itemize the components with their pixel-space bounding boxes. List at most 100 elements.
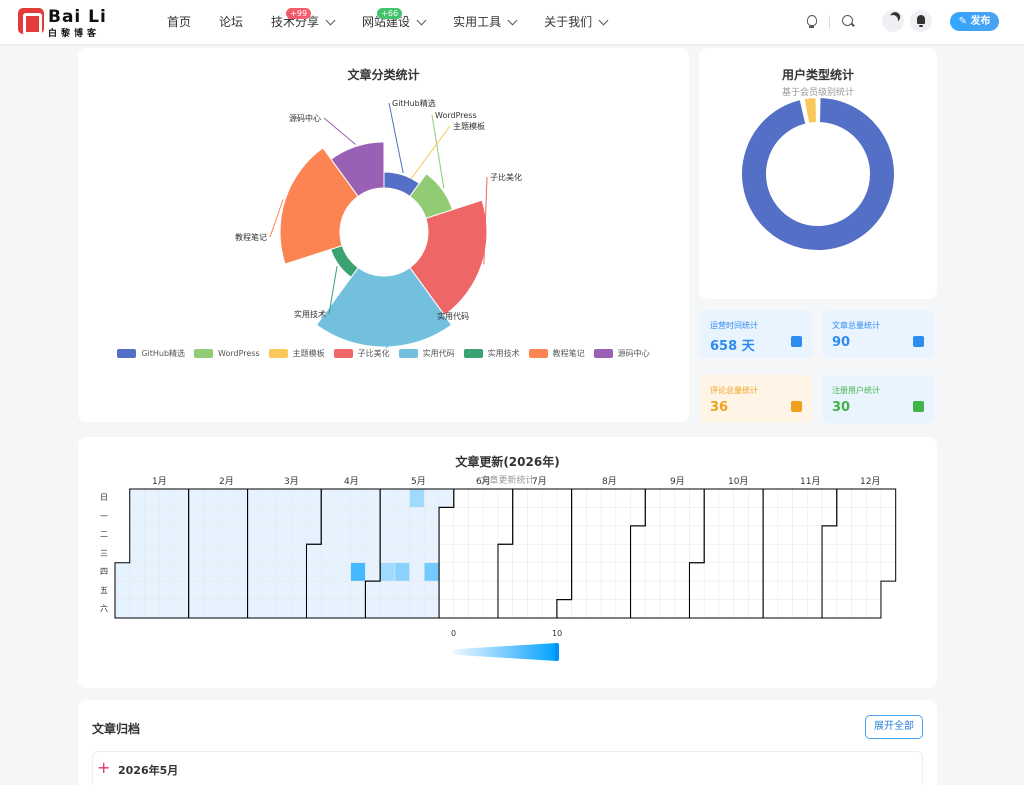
heatmap-cell[interactable] bbox=[777, 488, 793, 508]
nav-item-2[interactable]: 技术分享 +99 bbox=[264, 0, 341, 44]
heatmap-cell[interactable] bbox=[851, 507, 867, 527]
heatmap-cell[interactable] bbox=[424, 599, 440, 619]
heatmap-cell[interactable] bbox=[851, 580, 867, 600]
heatmap-cell[interactable] bbox=[497, 562, 513, 582]
heatmap-cell[interactable] bbox=[718, 599, 734, 619]
heatmap-cell[interactable] bbox=[777, 562, 793, 582]
heatmap-cell[interactable] bbox=[438, 488, 455, 508]
heatmap-cell[interactable] bbox=[129, 525, 145, 545]
heatmap-cell[interactable] bbox=[409, 544, 425, 563]
heatmap-cell[interactable] bbox=[762, 580, 779, 600]
heatmap-cell[interactable] bbox=[129, 544, 145, 563]
heatmap-cell[interactable] bbox=[247, 488, 263, 508]
heatmap-cell[interactable] bbox=[497, 488, 513, 508]
heatmap-cell[interactable] bbox=[144, 525, 160, 545]
legend-item[interactable]: WordPress bbox=[194, 348, 260, 359]
heatmap-cell[interactable] bbox=[836, 562, 852, 582]
heatmap-cell[interactable] bbox=[350, 562, 366, 582]
expand-all-button[interactable]: 展开全部 bbox=[865, 715, 923, 739]
heatmap-cell[interactable] bbox=[497, 525, 513, 545]
heatmap-cell[interactable] bbox=[630, 599, 646, 619]
heatmap-cell[interactable] bbox=[365, 525, 381, 545]
legend-item[interactable]: GitHub精选 bbox=[117, 348, 185, 359]
heatmap-cell[interactable] bbox=[158, 507, 175, 527]
heatmap-cell[interactable] bbox=[232, 544, 248, 563]
heatmap-cell[interactable] bbox=[807, 562, 823, 582]
rose-slice[interactable] bbox=[409, 199, 488, 317]
heatmap-cell[interactable] bbox=[600, 525, 617, 545]
heatmap-cell[interactable] bbox=[733, 488, 749, 508]
heatmap-cell[interactable] bbox=[703, 599, 720, 619]
heatmap-cell[interactable] bbox=[188, 525, 204, 545]
heatmap-cell[interactable] bbox=[350, 488, 366, 508]
heatmap-cell[interactable] bbox=[600, 599, 617, 619]
heatmap-cell[interactable] bbox=[659, 525, 675, 545]
nav-item-1[interactable]: 论坛 bbox=[212, 0, 250, 44]
heatmap-cell[interactable] bbox=[262, 562, 278, 582]
heatmap-cell[interactable] bbox=[468, 525, 484, 545]
heatmap-cell[interactable] bbox=[276, 562, 293, 582]
heatmap-cell[interactable] bbox=[483, 562, 499, 582]
heatmap-cell[interactable] bbox=[674, 507, 690, 527]
heatmap-cell[interactable] bbox=[865, 507, 882, 527]
search-icon[interactable] bbox=[838, 12, 858, 32]
heatmap-cell[interactable] bbox=[718, 544, 734, 563]
donut-slice[interactable] bbox=[740, 96, 896, 252]
heatmap-cell[interactable] bbox=[129, 488, 145, 508]
heatmap-cell[interactable] bbox=[394, 544, 410, 563]
heatmap-cell[interactable] bbox=[438, 562, 455, 582]
heatmap-cell[interactable] bbox=[674, 562, 690, 582]
heatmap-cell[interactable] bbox=[880, 562, 896, 582]
heatmap-cell[interactable] bbox=[762, 599, 779, 619]
heatmap-cell[interactable] bbox=[394, 580, 410, 600]
heatmap-cell[interactable] bbox=[880, 507, 896, 527]
heatmap-cell[interactable] bbox=[188, 488, 204, 508]
heatmap-cell[interactable] bbox=[541, 599, 558, 619]
heatmap-cell[interactable] bbox=[438, 525, 455, 545]
heatmap-cell[interactable] bbox=[203, 580, 219, 600]
heatmap-cell[interactable] bbox=[762, 507, 779, 527]
heatmap-cell[interactable] bbox=[600, 488, 617, 508]
heatmap-cell[interactable] bbox=[365, 544, 381, 563]
heatmap-cell[interactable] bbox=[158, 580, 175, 600]
heatmap-cell[interactable] bbox=[821, 488, 838, 508]
heatmap-cell[interactable] bbox=[424, 580, 440, 600]
heatmap-cell[interactable] bbox=[379, 544, 396, 563]
heatmap-cell[interactable] bbox=[144, 488, 160, 508]
heatmap-cell[interactable] bbox=[645, 562, 661, 582]
heatmap-cell[interactable] bbox=[571, 544, 587, 563]
heatmap-cell[interactable] bbox=[807, 544, 823, 563]
heatmap-cell[interactable] bbox=[527, 544, 543, 563]
heatmap-cell[interactable] bbox=[556, 488, 572, 508]
heatmap-cell[interactable] bbox=[541, 544, 558, 563]
heatmap-cell[interactable] bbox=[365, 507, 381, 527]
heatmap-cell[interactable] bbox=[630, 562, 646, 582]
heatmap-cell[interactable] bbox=[792, 562, 808, 582]
heatmap-cell[interactable] bbox=[188, 580, 204, 600]
heatmap-cell[interactable] bbox=[483, 507, 499, 527]
heatmap-cell[interactable] bbox=[379, 525, 396, 545]
heatmap-cell[interactable] bbox=[703, 544, 720, 563]
heatmap-cell[interactable] bbox=[129, 599, 145, 619]
heatmap-cell[interactable] bbox=[247, 562, 263, 582]
heatmap-cell[interactable] bbox=[777, 525, 793, 545]
lightbulb-icon[interactable] bbox=[802, 12, 822, 32]
heatmap-cell[interactable] bbox=[453, 488, 469, 508]
heatmap-cell[interactable] bbox=[306, 488, 322, 508]
heatmap-cell[interactable] bbox=[865, 488, 882, 508]
heatmap-cell[interactable] bbox=[335, 507, 351, 527]
heatmap-cell[interactable] bbox=[173, 525, 189, 545]
heatmap-cell[interactable] bbox=[645, 488, 661, 508]
heatmap-cell[interactable] bbox=[262, 525, 278, 545]
heatmap-cell[interactable] bbox=[600, 544, 617, 563]
heatmap-cell[interactable] bbox=[865, 544, 882, 563]
heatmap-cell[interactable] bbox=[718, 580, 734, 600]
heatmap-cell[interactable] bbox=[306, 525, 322, 545]
heatmap-cell[interactable] bbox=[320, 562, 337, 582]
heatmap-cell[interactable] bbox=[438, 599, 455, 619]
heatmap-cell[interactable] bbox=[320, 599, 337, 619]
heatmap-cell[interactable] bbox=[144, 544, 160, 563]
heatmap-cell[interactable] bbox=[158, 562, 175, 582]
heatmap-cell[interactable] bbox=[792, 488, 808, 508]
heatmap-cell[interactable] bbox=[409, 525, 425, 545]
